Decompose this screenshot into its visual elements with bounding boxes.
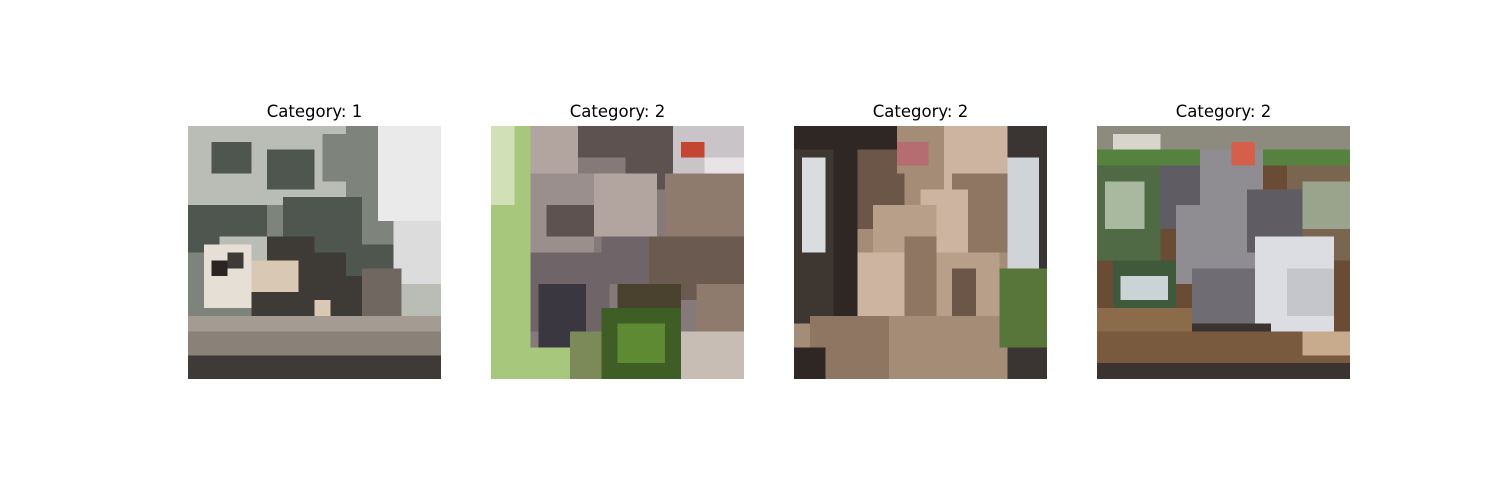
panel-title: Category: 2 bbox=[1175, 102, 1272, 121]
panel-title: Category: 2 bbox=[569, 102, 666, 121]
koala-enclosure-image bbox=[1097, 126, 1350, 379]
panda-image bbox=[188, 126, 441, 379]
koala-tan-image bbox=[794, 126, 1047, 379]
panel-title: Category: 2 bbox=[872, 102, 969, 121]
koala-closeup-image bbox=[491, 126, 744, 379]
panel-title: Category: 1 bbox=[266, 102, 363, 121]
